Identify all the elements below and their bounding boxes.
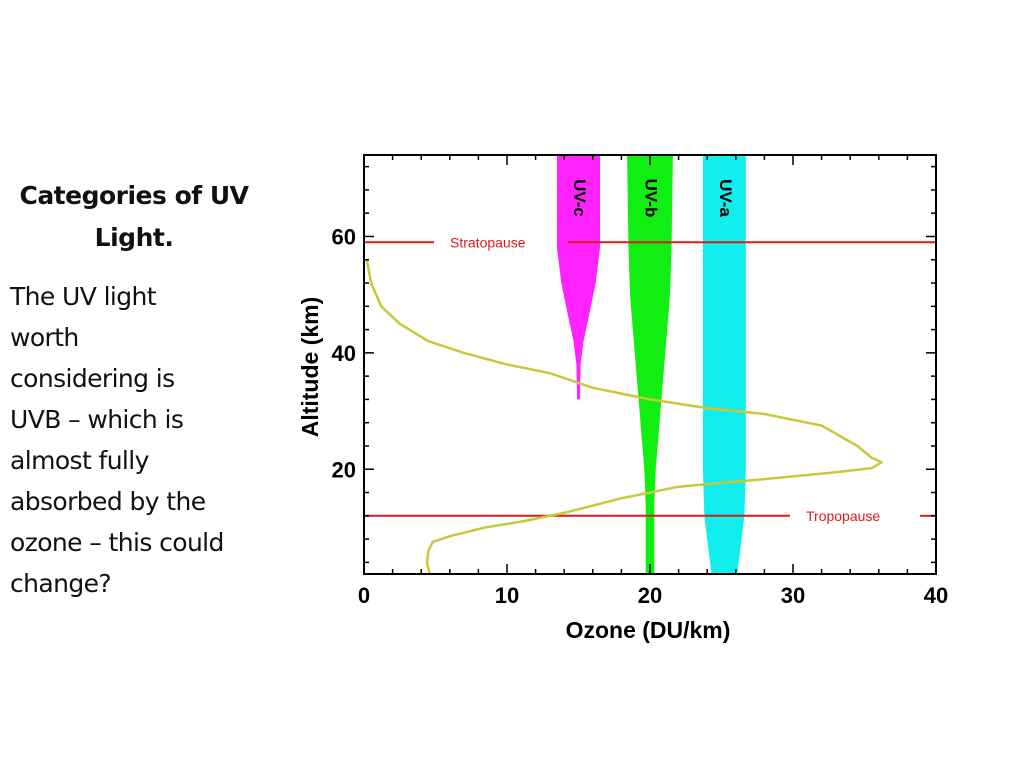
- x-tick-label: 0: [358, 583, 370, 608]
- body-line: absorbed by the: [10, 487, 206, 516]
- reference-line-label: Tropopause: [806, 508, 880, 524]
- body-line: ozone – this could: [10, 528, 224, 557]
- x-tick-label: 20: [638, 583, 662, 608]
- uv-band-uv-b: [627, 155, 673, 574]
- uv-band-label: UV-b: [642, 179, 661, 218]
- x-tick-label: 30: [781, 583, 805, 608]
- reference-lines: Stratopause Tropopause: [364, 234, 936, 524]
- y-tick-label: 40: [332, 341, 356, 366]
- x-tick-label: 10: [495, 583, 519, 608]
- uv-bands: UV-c UV-b UV-a: [557, 155, 746, 574]
- axes: 0 10 20 30 40 20 40 60: [332, 154, 948, 608]
- y-axis-title: Altitude (km): [297, 297, 323, 438]
- uv-band-uv-c: [557, 155, 600, 400]
- uv-band-label: UV-c: [570, 179, 589, 217]
- reference-line-label: Stratopause: [450, 234, 526, 250]
- body-line: worth: [10, 323, 79, 352]
- x-tick-label: 40: [924, 583, 948, 608]
- y-tick-label: 60: [332, 224, 356, 249]
- slide-title: Categories of UV Light.: [19, 181, 249, 252]
- ozone-profile: [365, 259, 883, 575]
- body-line: almost fully: [10, 446, 149, 475]
- body-line: considering is: [10, 364, 175, 393]
- body-line: UVB – which is: [10, 405, 184, 434]
- x-axis-title: Ozone (DU/km): [566, 617, 731, 643]
- slide-body: The UV light worth considering is UVB – …: [10, 276, 272, 604]
- uv-band-uv-a: [702, 155, 746, 574]
- body-line: The UV light: [10, 282, 157, 311]
- ozone-profile-line: [365, 259, 883, 575]
- y-tick-label: 20: [332, 457, 356, 482]
- uv-band-label: UV-a: [716, 179, 735, 217]
- body-line: change?: [10, 569, 112, 598]
